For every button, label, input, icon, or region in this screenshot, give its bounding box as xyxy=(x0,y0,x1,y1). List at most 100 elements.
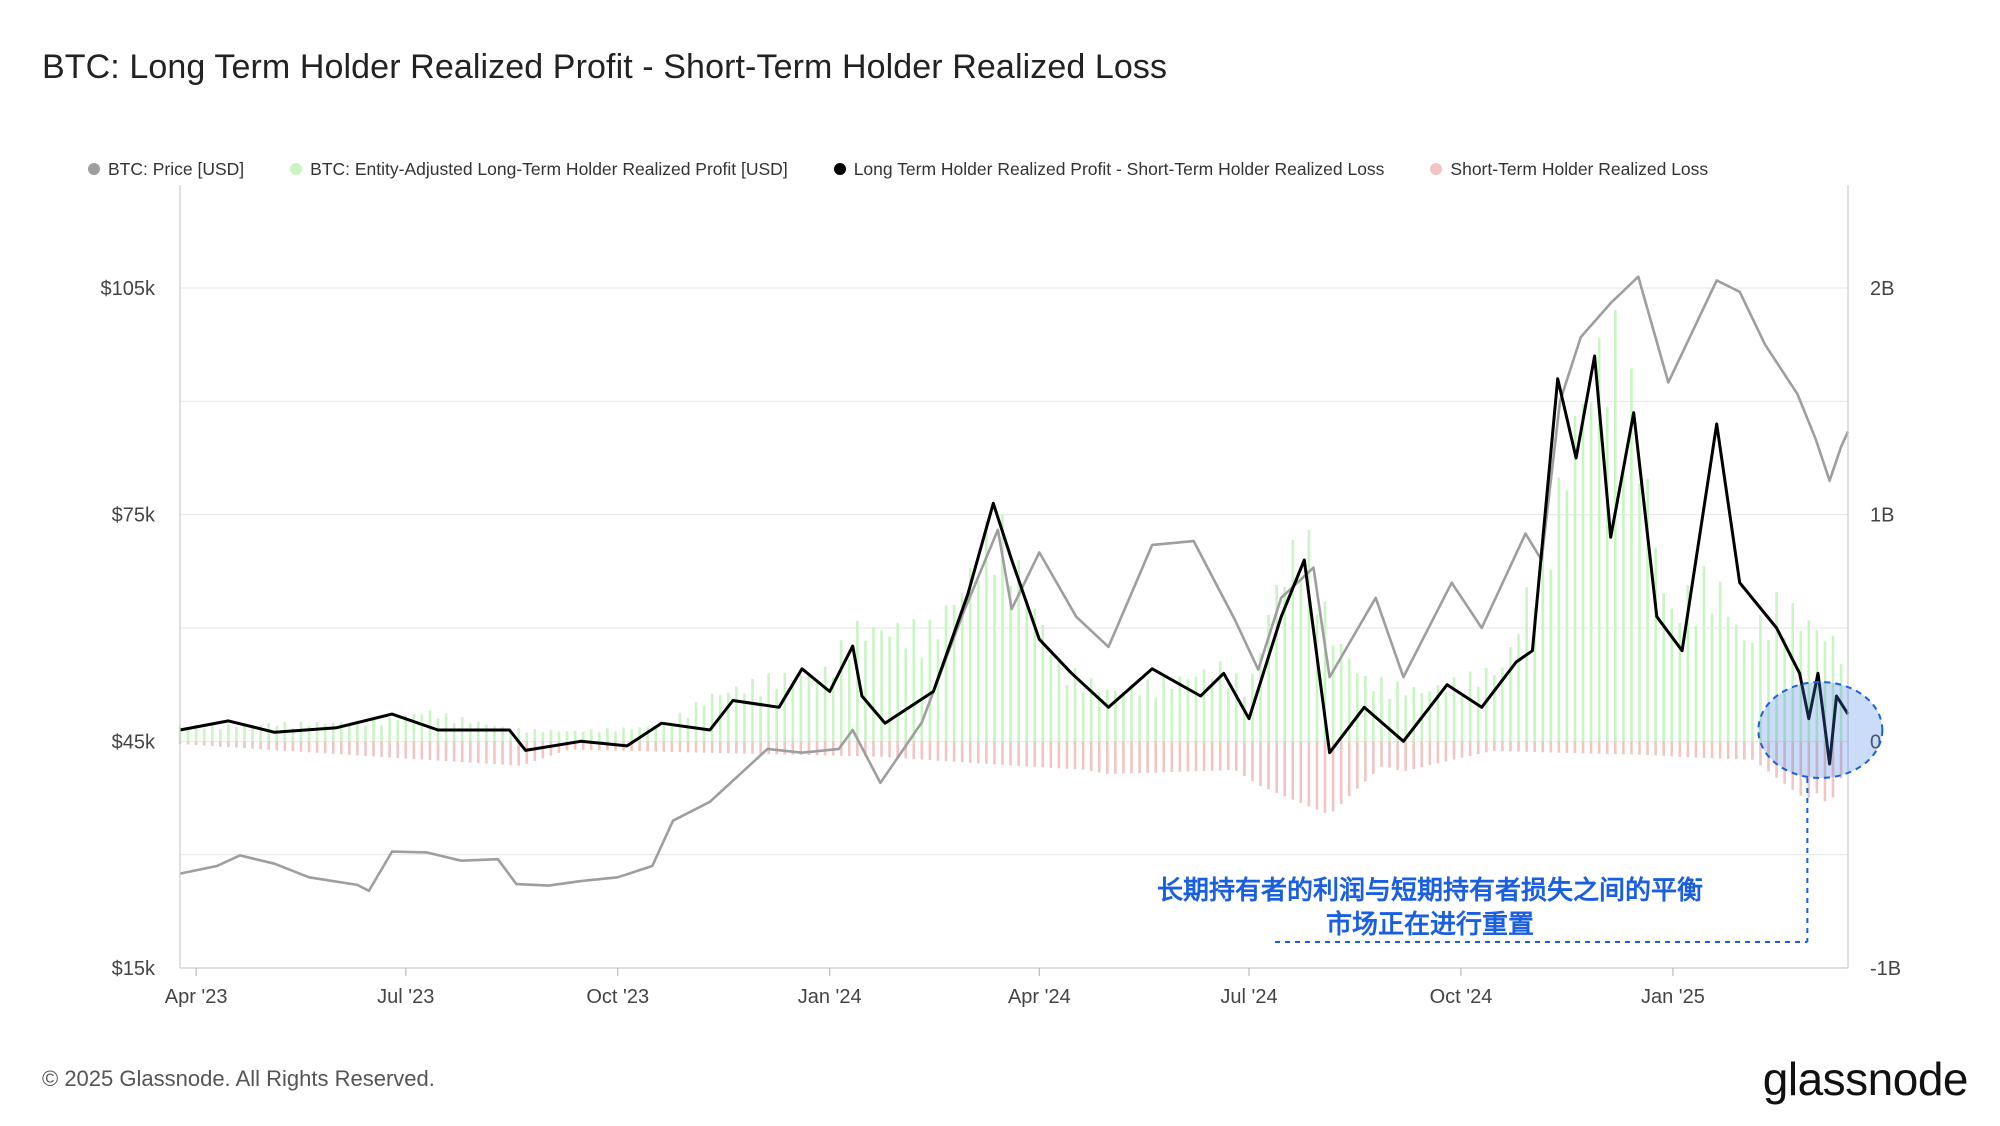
lth-profit-bar xyxy=(654,727,658,742)
sth-loss-bar xyxy=(1493,741,1496,751)
lth-profit-bar xyxy=(968,567,972,742)
sth-loss-bar xyxy=(581,741,585,750)
lth-profit-bar xyxy=(1549,569,1553,742)
legend-item-price[interactable]: BTC: Price [USD] xyxy=(88,159,244,180)
lth-profit-bar xyxy=(1807,620,1811,742)
sth-loss-bars xyxy=(178,741,1843,813)
legend-item-diff[interactable]: Long Term Holder Realized Profit - Short… xyxy=(833,159,1384,180)
sth-loss-bar xyxy=(420,741,424,760)
sth-loss-bar xyxy=(799,741,803,755)
y-left-tick-label: $105k xyxy=(101,278,156,300)
lth-profit-bar xyxy=(315,721,319,742)
sth-loss-bar xyxy=(864,741,867,757)
sth-loss-bar xyxy=(299,741,303,752)
lth-profit-bar xyxy=(735,686,738,742)
sth-loss-bar xyxy=(1476,741,1480,755)
sth-loss-bar xyxy=(1670,741,1674,757)
lth-profit-bar xyxy=(614,731,617,742)
sth-loss-bar xyxy=(1041,741,1045,768)
lth-profit-bar xyxy=(1444,692,1448,742)
lth-profit-bar xyxy=(1428,691,1432,742)
sth-loss-bar xyxy=(1218,741,1222,771)
sth-loss-bar xyxy=(1783,741,1786,784)
sth-loss-bar xyxy=(1243,741,1246,777)
sth-loss-bar xyxy=(331,741,335,754)
lth-profit-bar xyxy=(880,630,883,742)
sth-loss-bar xyxy=(823,741,827,756)
sth-loss-bar xyxy=(1573,741,1577,754)
legend-item-lth-profit[interactable]: BTC: Entity-Adjusted Long-Term Holder Re… xyxy=(290,159,788,180)
chart-title: BTC: Long Term Holder Realized Profit - … xyxy=(42,48,1168,86)
y-right-tick-label: 2B xyxy=(1870,278,1894,300)
sth-loss-bar xyxy=(1581,741,1585,754)
sth-loss-bar xyxy=(1460,741,1464,758)
x-axis-ticks: Apr '23 Jul '23 Oct '23 Jan '24 Apr '24 Jul '… xyxy=(165,968,1705,1008)
sth-loss-bar xyxy=(388,741,391,758)
sth-loss-bar xyxy=(759,741,762,755)
sth-loss-bar xyxy=(1807,741,1811,798)
lth-profit-bar xyxy=(517,728,520,742)
lth-profit-bar xyxy=(1557,477,1561,742)
sth-loss-bar xyxy=(678,741,682,753)
lth-profit-bar xyxy=(1662,593,1665,742)
sth-loss-bar xyxy=(1444,741,1448,762)
sth-loss-bar xyxy=(1122,741,1125,774)
sth-loss-bar xyxy=(1170,741,1174,773)
sth-loss-bar xyxy=(291,741,295,752)
sth-loss-bar xyxy=(1299,741,1303,804)
legend-label-lth-profit: BTC: Entity-Adjusted Long-Term Holder Re… xyxy=(310,158,788,179)
y-axis-right-ticks: 2B 1B 0 -1B xyxy=(1870,278,1901,980)
lth-profit-bar xyxy=(1605,406,1609,742)
sth-loss-bar xyxy=(791,741,795,755)
sth-loss-bar xyxy=(1549,741,1553,753)
sth-loss-bar xyxy=(1839,741,1843,779)
sth-loss-bar xyxy=(1662,741,1665,756)
legend: BTC: Price [USD] BTC: Entity-Adjusted Lo… xyxy=(88,157,1754,181)
lth-profit-bar xyxy=(1138,695,1141,742)
y-right-tick-label: 1B xyxy=(1870,505,1894,527)
sth-loss-bar xyxy=(912,741,916,760)
lth-profit-bar xyxy=(1476,686,1480,742)
lth-profit-bar xyxy=(1638,483,1641,742)
lth-profit-bar xyxy=(1396,681,1399,742)
lth-profit-bar xyxy=(565,731,569,742)
legend-dot-sth-loss xyxy=(1430,163,1443,175)
sth-loss-bar xyxy=(227,741,230,748)
sth-loss-bar xyxy=(1154,741,1157,773)
sth-loss-bar xyxy=(775,741,779,755)
y-right-tick-label: 0 xyxy=(1870,731,1881,753)
sth-loss-bar xyxy=(1291,741,1295,800)
lth-profit-bar xyxy=(775,689,779,742)
sth-loss-bar xyxy=(1146,741,1149,773)
lth-profit-bar xyxy=(1226,688,1230,742)
sth-loss-bar xyxy=(856,741,859,757)
sth-loss-bar xyxy=(485,741,488,764)
lth-profit-bar xyxy=(420,714,424,742)
lth-profit-bar xyxy=(1412,687,1416,742)
sth-loss-bar xyxy=(944,741,948,762)
annotation-shapes xyxy=(1275,681,1884,943)
lth-profit-bar xyxy=(1791,603,1795,742)
sth-loss-bar xyxy=(1815,741,1819,794)
lth-profit-bar xyxy=(1154,698,1157,742)
lth-profit-bar xyxy=(936,639,940,742)
lth-profit-bar xyxy=(767,673,770,742)
sth-loss-bar xyxy=(743,741,746,754)
sth-loss-bar xyxy=(1525,741,1528,752)
sth-loss-bar xyxy=(1710,741,1714,759)
legend-item-sth-loss[interactable]: Short-Term Holder Realized Loss xyxy=(1430,159,1708,180)
sth-loss-bar xyxy=(670,741,674,752)
lth-profit-bar xyxy=(509,730,512,742)
sth-loss-bar xyxy=(807,741,811,756)
legend-label-sth-loss: Short-Term Holder Realized Loss xyxy=(1450,158,1709,179)
sth-loss-bar xyxy=(1396,741,1399,770)
lth-profit-bar xyxy=(1436,685,1440,742)
lth-profit-bar xyxy=(1235,673,1238,742)
sth-loss-bar xyxy=(1436,741,1440,764)
lth-profit-bar xyxy=(1025,600,1028,742)
lth-profit-bar xyxy=(1541,528,1545,742)
lth-profit-bar xyxy=(1057,658,1061,742)
y-left-tick-label: $75k xyxy=(112,505,156,527)
lth-profit-bar xyxy=(1380,677,1383,742)
